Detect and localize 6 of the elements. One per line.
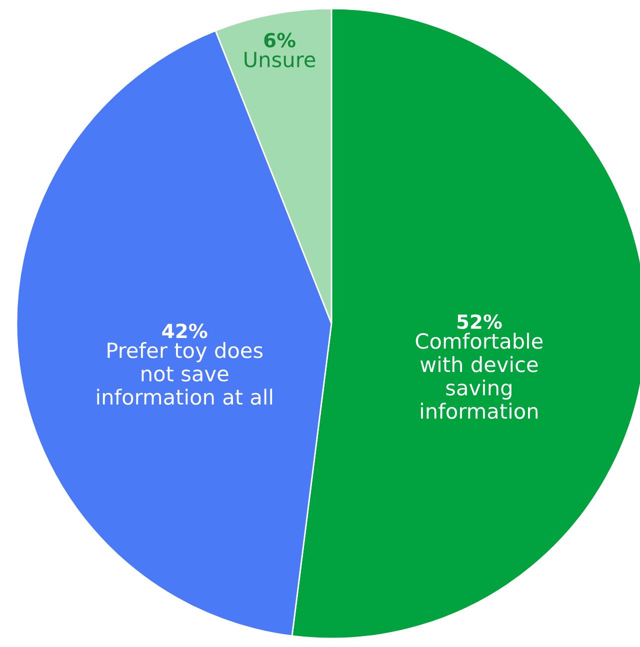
slice-label: Prefer toy does not save information at all bbox=[97, 342, 272, 405]
slice-label: Comfortable with device saving information bbox=[416, 332, 543, 419]
data-label: 6% bbox=[264, 32, 296, 48]
slice-label: Unsure bbox=[244, 52, 316, 68]
data-label: 42% bbox=[162, 324, 208, 338]
data-label: 52% bbox=[457, 314, 502, 330]
